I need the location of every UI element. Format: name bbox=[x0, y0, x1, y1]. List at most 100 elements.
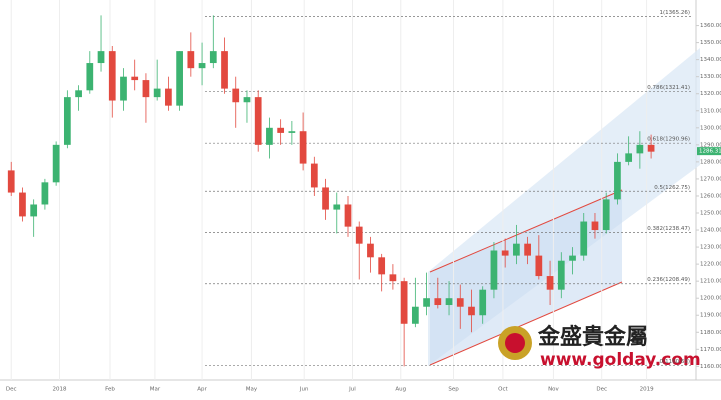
candle-body bbox=[524, 243, 531, 256]
x-tick-label: Aug bbox=[395, 387, 406, 393]
y-tick-label: 1190.00 bbox=[700, 313, 721, 319]
y-tick-label: 1310.00 bbox=[700, 108, 721, 114]
candle-body bbox=[355, 226, 363, 244]
fib-label: 0.5(1262.75) bbox=[654, 185, 690, 191]
candle-body bbox=[445, 298, 453, 306]
candle-body bbox=[120, 76, 127, 101]
y-tick-label: 1340.00 bbox=[700, 57, 721, 63]
candle-body bbox=[299, 131, 307, 164]
candle-body bbox=[63, 97, 71, 145]
candle-body bbox=[277, 127, 285, 133]
candle-body bbox=[602, 199, 610, 231]
y-tick-label: 1180.00 bbox=[700, 330, 721, 336]
current-price-label: 1286.31 bbox=[699, 149, 721, 155]
candle-body bbox=[187, 51, 195, 69]
logo bbox=[505, 333, 525, 353]
candle-body bbox=[411, 306, 419, 324]
y-tick-label: 1350.00 bbox=[700, 40, 721, 46]
candle-body bbox=[468, 306, 475, 316]
y-tick-label: 1320.00 bbox=[700, 91, 721, 97]
candle-body bbox=[97, 51, 105, 64]
x-tick-label: Sep bbox=[448, 387, 459, 393]
candle-body bbox=[580, 221, 588, 256]
fib-label: 0(1160.63) bbox=[659, 359, 690, 365]
candle-body bbox=[535, 255, 543, 277]
candle-body bbox=[569, 255, 576, 261]
candle-body bbox=[490, 250, 498, 290]
candles bbox=[7, 15, 655, 367]
candle-body bbox=[232, 88, 240, 103]
candle-body bbox=[333, 204, 341, 210]
candle-body bbox=[378, 257, 386, 275]
y-tick-label: 1280.00 bbox=[700, 159, 721, 165]
x-tick-label: Jun bbox=[299, 387, 309, 393]
y-tick-label: 1360.00 bbox=[700, 23, 721, 29]
trend-channel bbox=[430, 190, 622, 365]
y-tick-label: 1260.00 bbox=[700, 193, 721, 199]
x-tick-label: Feb bbox=[105, 387, 115, 393]
channel-line bbox=[429, 281, 623, 366]
x-tick-label: Nov bbox=[548, 387, 559, 393]
candle-body bbox=[367, 243, 374, 258]
candle-body bbox=[344, 204, 352, 227]
candle-body bbox=[501, 250, 509, 256]
candle-body bbox=[322, 187, 329, 210]
watermark-url: www.golday.com bbox=[540, 350, 701, 370]
candle-body bbox=[254, 97, 262, 145]
x-tick-label: Dec bbox=[596, 387, 607, 393]
x-tick-label: Oct bbox=[498, 387, 508, 393]
candle-body bbox=[513, 243, 520, 256]
candle-body bbox=[636, 144, 644, 154]
candle-body bbox=[41, 182, 49, 205]
fib-label: 0.618(1290.96) bbox=[647, 137, 690, 143]
watermark-name: 金盛貴金屬 bbox=[537, 324, 648, 350]
current-price-box bbox=[697, 147, 721, 156]
candle-body bbox=[647, 144, 655, 152]
candle-body bbox=[591, 221, 599, 231]
y-tick-label: 1250.00 bbox=[700, 211, 721, 217]
candle-body bbox=[153, 88, 161, 98]
candle-body bbox=[7, 170, 15, 193]
y-tick-label: 1290.00 bbox=[700, 142, 721, 148]
candle-body bbox=[198, 63, 206, 69]
y-tick-label: 1160.00 bbox=[700, 364, 721, 370]
candle-body bbox=[165, 88, 172, 106]
y-tick-label: 1300.00 bbox=[700, 125, 721, 131]
candle-body bbox=[266, 127, 273, 145]
y-tick-label: 1240.00 bbox=[700, 228, 721, 234]
y-tick-label: 1270.00 bbox=[700, 176, 721, 182]
watermark: 金盛貴金屬 www.golday.com bbox=[498, 324, 701, 370]
x-tick-label: 2019 bbox=[640, 387, 654, 393]
x-tick-label: Mar bbox=[150, 387, 161, 393]
candle-body bbox=[423, 298, 430, 307]
candle-body bbox=[614, 161, 621, 200]
x-tick-label: Dec bbox=[6, 387, 17, 393]
y-tick-label: 1330.00 bbox=[700, 74, 721, 80]
candle-body bbox=[243, 97, 251, 103]
x-tick-label: May bbox=[246, 387, 258, 393]
fib-label: 0.236(1208.49) bbox=[647, 277, 690, 283]
y-tick-label: 1200.00 bbox=[700, 296, 721, 302]
candle-body bbox=[30, 204, 38, 217]
candle-body bbox=[479, 289, 487, 316]
candle-body bbox=[142, 80, 150, 98]
fib-label: 1(1365.26) bbox=[659, 10, 690, 16]
fib-label: 0.786(1321.41) bbox=[647, 85, 690, 91]
candle-body bbox=[434, 298, 442, 306]
candle-body bbox=[86, 63, 94, 91]
candle-body bbox=[625, 153, 633, 162]
candle-body bbox=[131, 76, 139, 81]
y-tick-label: 1170.00 bbox=[700, 347, 721, 353]
fib-label: 0.382(1238.47) bbox=[647, 226, 690, 232]
candle-body bbox=[108, 51, 116, 101]
y-tick-label: 1220.00 bbox=[700, 262, 721, 268]
x-tick-label: 2018 bbox=[52, 387, 66, 393]
x-tick-label: Apr bbox=[197, 387, 207, 393]
x-tick-label: Jul bbox=[348, 387, 356, 393]
candle-body bbox=[389, 274, 397, 282]
candle-body bbox=[546, 276, 554, 290]
candle-body bbox=[456, 298, 464, 307]
y-tick-label: 1230.00 bbox=[700, 245, 721, 251]
candle-body bbox=[52, 144, 60, 183]
candle-body bbox=[176, 51, 183, 106]
